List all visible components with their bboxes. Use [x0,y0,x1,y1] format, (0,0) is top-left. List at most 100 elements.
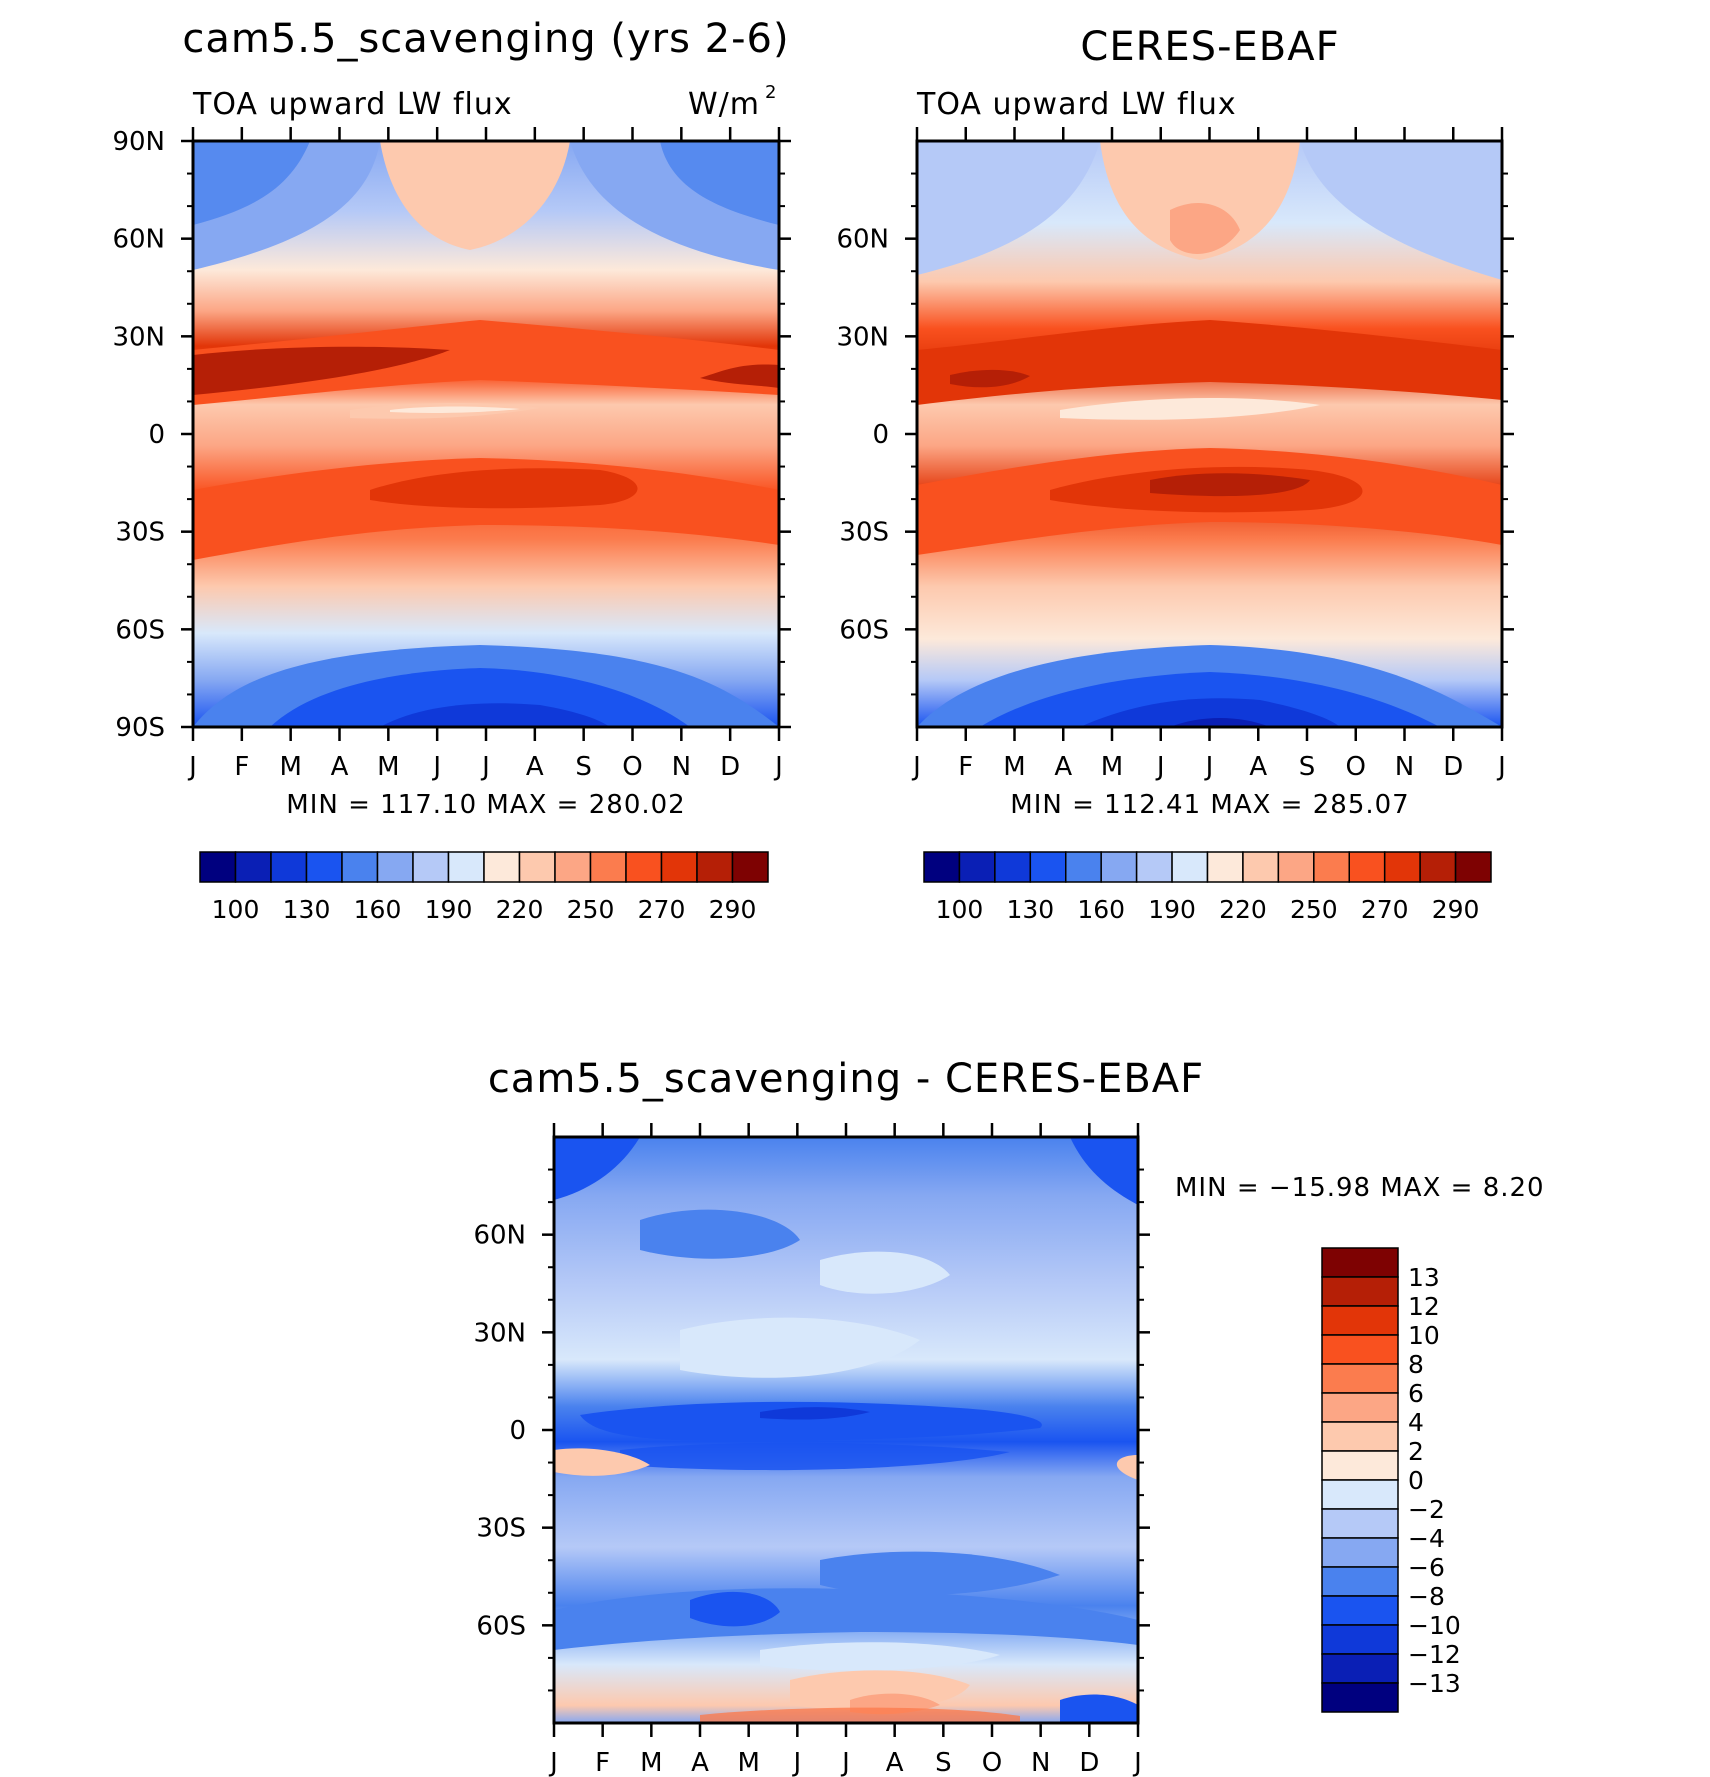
obs-field [917,141,1502,727]
diff-colorbar-swatch [1321,1305,1399,1336]
model-stats: MIN = 117.10 MAX = 280.02 [286,790,685,820]
model-ytick-label: 30S [115,518,165,548]
model-xtick-label: N [672,752,691,782]
model-xtick-label: J [431,752,441,782]
diff-ytick-label: 60S [476,1611,526,1641]
diff-title: cam5.5_scavenging - CERES-EBAF [488,1056,1204,1102]
obs-nh-core [950,369,1030,388]
model-ytick-label: 60S [115,615,165,645]
model-colorbar-swatch [376,851,414,883]
obs-colorbar-swatch [1383,851,1421,883]
diff-colorbar-swatch [1321,1479,1399,1510]
obs-colorbar-label: 270 [1361,895,1409,924]
model-colorbar-swatch [518,851,556,883]
model-nh-core-left [193,346,450,395]
obs-nh-left-blue [917,141,1100,275]
diff-eq-lower [620,1442,1010,1471]
diff-colorbar-swatch [1321,1392,1399,1423]
model-colorbar-label: 270 [638,895,686,924]
obs-xtick-label: A [1249,752,1267,782]
diff-xtick-label: S [935,1748,952,1777]
diff-xtick-label: D [1079,1748,1099,1777]
model-colorbar-swatch [554,851,592,883]
model-xtick-label: A [526,752,544,782]
model-colorbar: 100 130 160 190 220 250 270 290 [199,851,769,924]
obs-xtick-label: J [1155,752,1165,782]
obs-colorbar-label: 290 [1432,895,1480,924]
model-ytick-label: 0 [148,420,165,450]
obs-colorbar-swatch [1313,851,1350,883]
obs-colorbar-swatch [1277,851,1315,883]
model-xtick-label: J [480,752,490,782]
model-nh-right-dark [660,141,779,225]
diff-colorbar-swatch [1321,1421,1399,1452]
model-sh-pole-core [270,668,690,727]
obs-xtick-label: M [1003,752,1025,782]
obs-ytick-label: 30S [839,518,889,548]
diff-ytick-label: 0 [509,1416,526,1446]
model-left-label: TOA upward LW flux [192,87,513,122]
diff-colorbar-label: −8 [1408,1582,1445,1611]
model-xtick-label: A [331,752,349,782]
model-colorbar-label: 250 [567,895,615,924]
obs-colorbar-label: 220 [1219,895,1267,924]
obs-xtick-label: A [1054,752,1072,782]
obs-ytick-label: 0 [872,420,889,450]
diff-xtick-label: J [840,1748,850,1777]
diff-colorbar-swatch [1321,1682,1399,1713]
model-colorbar-label: 130 [283,895,331,924]
obs-xtick-label: J [1496,752,1506,782]
obs-colorbar-swatch [1171,851,1209,883]
model-units-sup: 2 [765,82,776,103]
diff-colorbar-label: 0 [1408,1466,1424,1495]
diff-sh-blob [690,1591,780,1627]
model-colorbar-swatch [270,851,308,883]
model-colorbar-swatch [625,851,663,883]
diff-colorbar-swatch [1321,1537,1399,1568]
diff-eq-dark-band [580,1401,1042,1441]
model-colorbar-swatch [589,851,627,883]
model-colorbar-swatch [447,851,485,883]
model-xtick-label: S [575,752,592,782]
model-xtick-label: D [720,752,740,782]
obs-xtick-label: M [1101,752,1123,782]
diff-ytick-label: 60N [473,1221,526,1251]
obs-ytick-label: 60N [836,225,889,255]
diff-nh-blob2 [820,1251,950,1294]
diff-xtick-label: J [548,1748,558,1777]
obs-nh-right-blue [1300,141,1502,280]
obs-left-label: TOA upward LW flux [916,87,1237,122]
model-ytick-label: 60N [112,225,165,255]
model-units: W/m [688,87,760,122]
obs-colorbar-label: 160 [1077,895,1125,924]
model-panel: cam5.5_scavenging (yrs 2-6) TOA upward L… [112,16,791,924]
model-nh-left-dark [193,141,310,225]
diff-colorbar-label: 13 [1408,1263,1440,1292]
diff-colorbar-swatch [1321,1566,1399,1597]
diff-xtick-label: A [886,1748,904,1777]
obs-ytick-label: 30N [836,322,889,352]
model-ytick-label: 30N [112,322,165,352]
obs-colorbar-swatch [923,851,961,883]
diff-colorbar-swatch [1321,1450,1399,1481]
diff-colorbar-label: 12 [1408,1292,1440,1321]
model-ytick-label: 90N [112,127,165,157]
obs-colorbar-swatch [1419,851,1457,883]
obs-nh-band [917,320,1502,405]
model-colorbar-swatch [660,851,698,883]
diff-xtick-label: F [595,1748,610,1777]
diff-colorbar-label: 10 [1408,1321,1440,1350]
obs-xtick-label: J [911,752,921,782]
diff-colorbar-label: 2 [1408,1437,1424,1466]
obs-eq-streak [1060,398,1320,420]
diff-field [554,1137,1138,1723]
obs-colorbar-swatch [994,851,1032,883]
obs-colorbar-swatch [1206,851,1244,883]
model-colorbar-label: 190 [425,895,473,924]
model-y-axis: 90N 60N 30N 0 30S 60S 90S [112,127,791,743]
obs-sh-pole-inner [1080,698,1340,727]
obs-colorbar-label: 130 [1006,895,1054,924]
model-sh-core [370,468,638,509]
